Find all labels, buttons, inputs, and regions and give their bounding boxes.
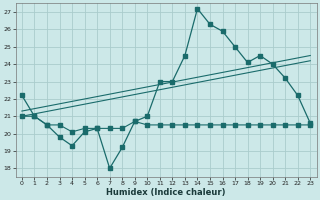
X-axis label: Humidex (Indice chaleur): Humidex (Indice chaleur) xyxy=(106,188,226,197)
